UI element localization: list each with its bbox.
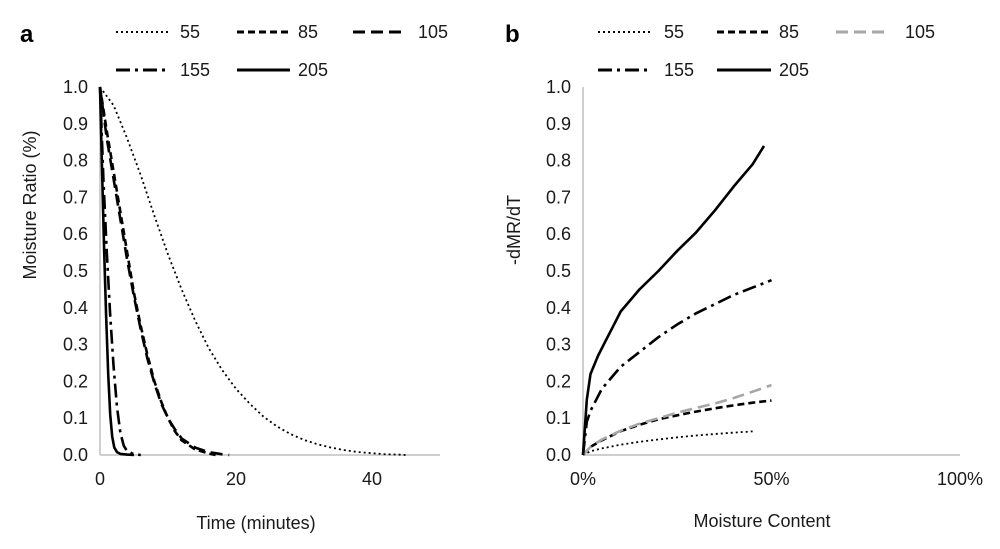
series-line-155: [581, 278, 772, 456]
series-line-55: [99, 86, 407, 456]
legend-label-55: 55: [664, 22, 684, 42]
x-axis-title: Time (minutes): [196, 513, 315, 533]
x-axis-title: Moisture Content: [693, 511, 830, 531]
y-tick-label: 0.0: [546, 445, 571, 465]
y-tick-label: 0.8: [546, 151, 571, 171]
x-tick-label: 0%: [570, 469, 596, 489]
legend-label-205: 205: [298, 60, 328, 80]
legend-label-205: 205: [779, 60, 809, 80]
y-tick-label: 0.2: [63, 371, 88, 391]
y-tick-label: 0.3: [546, 335, 571, 355]
y-tick-label: 0.9: [63, 114, 88, 134]
y-tick-label: 0.9: [546, 114, 571, 134]
y-tick-label: 0.2: [546, 371, 571, 391]
series-line-205: [98, 86, 135, 457]
x-tick-label: 20: [226, 469, 246, 489]
legend-label-55: 55: [180, 22, 200, 42]
series-line-155: [98, 86, 141, 457]
y-tick-label: 0.5: [63, 261, 88, 281]
panel-letter: a: [20, 21, 34, 48]
legend-label-105: 105: [418, 22, 448, 42]
series-line-105: [582, 383, 772, 456]
y-axis-title: -dMR/dT: [504, 195, 524, 265]
y-tick-label: 0.6: [63, 224, 88, 244]
y-tick-label: 0.7: [63, 187, 88, 207]
y-tick-label: 0.1: [546, 408, 571, 428]
x-tick-label: 0: [95, 469, 105, 489]
y-tick-label: 0.4: [63, 298, 88, 318]
series-line-85: [98, 86, 216, 457]
chart-panel-a: a 0.0 0.1 0.2 0.3 0.4 0.5 0.6 0.7 0.8 0.9 1.0 0 20 40 T…: [20, 21, 448, 533]
y-tick-label: 0.3: [63, 335, 88, 355]
legend-label-85: 85: [298, 22, 318, 42]
series-line-205: [581, 145, 766, 456]
y-axis-title: Moisture Ratio (%): [20, 130, 40, 279]
x-tick-label: 40: [362, 469, 382, 489]
chart-panel-b: b 0.0 0.1 0.2 0.3 0.4 0.5 0.6 0.7 0.8 0.9 1.0 0% 50% 1…: [504, 21, 983, 531]
legend-label-155: 155: [180, 60, 210, 80]
series-line-85: [582, 399, 772, 456]
y-tick-label: 0.1: [63, 408, 88, 428]
y-tick-label: 0.0: [63, 445, 88, 465]
panel-letter: b: [505, 21, 520, 48]
legend-label-155: 155: [664, 60, 694, 80]
x-tick-label: 50%: [753, 469, 789, 489]
y-tick-label: 0.4: [546, 298, 571, 318]
y-tick-label: 0.8: [63, 151, 88, 171]
y-tick-label: 0.6: [546, 224, 571, 244]
legend-label-105: 105: [905, 22, 935, 42]
series-line-105: [98, 86, 230, 457]
y-tick-label: 1.0: [63, 77, 88, 97]
y-tick-label: 0.7: [546, 187, 571, 207]
legend-label-85: 85: [779, 22, 799, 42]
x-tick-label: 100%: [937, 469, 983, 489]
y-tick-label: 0.5: [546, 261, 571, 281]
y-tick-label: 1.0: [546, 77, 571, 97]
series-line-55: [582, 430, 753, 456]
